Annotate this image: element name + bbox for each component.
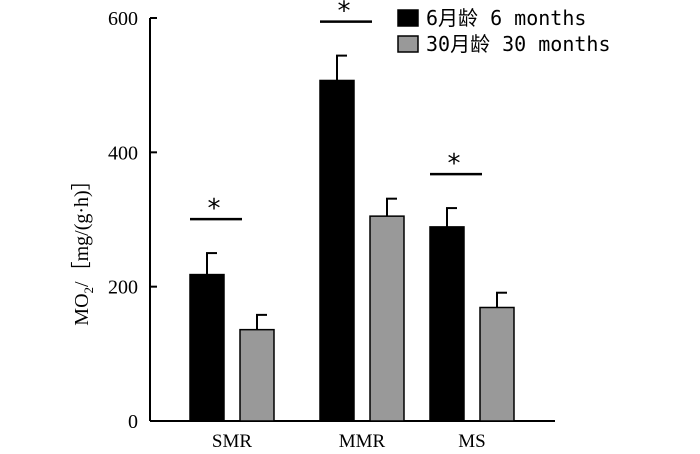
significance-marks: * * * (190, 0, 482, 224)
category-label: MMR (339, 431, 386, 452)
y-axis-label-sub: 2 (81, 287, 96, 294)
y-tick-label: 600 (108, 8, 138, 30)
bar (429, 226, 465, 422)
y-ticks: 0 200 400 600 (108, 8, 157, 433)
significance-star: * (448, 149, 461, 179)
y-tick-label: 400 (108, 142, 138, 164)
y-axis-label-main: MO (71, 293, 93, 325)
category-labels: SMR MMR MS (212, 431, 486, 452)
legend-label: 30月龄 30 months (426, 32, 611, 56)
bars (189, 79, 515, 422)
legend-swatch (397, 35, 419, 53)
y-axis-label-unit: /［mg/(g·h)］ (70, 170, 93, 287)
y-tick-label: 0 (128, 411, 138, 433)
category-label: SMR (212, 431, 252, 452)
legend-swatch (397, 9, 419, 27)
y-axis-label: MO2/［mg/(g·h)］ (70, 170, 96, 325)
bar (479, 306, 515, 422)
error-bars (206, 54, 507, 330)
category-label: MS (458, 431, 485, 452)
bar (189, 273, 225, 422)
bar (369, 215, 405, 422)
significance-star: * (338, 0, 351, 27)
bar (319, 79, 355, 422)
bar (239, 328, 275, 422)
y-axis: 0 200 400 600 (108, 8, 157, 433)
legend-label: 6月龄 6 months (426, 6, 586, 30)
y-tick-label: 200 (108, 277, 138, 299)
significance-star: * (208, 194, 221, 224)
